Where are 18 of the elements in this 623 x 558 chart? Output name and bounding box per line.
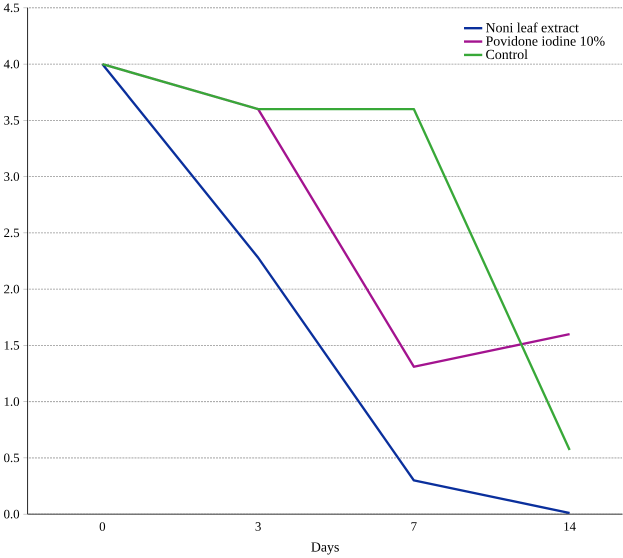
y-tick-label: 1.0 — [4, 397, 20, 406]
y-tick-label: 3.0 — [4, 172, 20, 181]
y-tick-label: 2.5 — [4, 228, 20, 238]
x-tick-label: 7 — [412, 522, 417, 531]
y-tick-label: 0.5 — [4, 453, 20, 462]
y-tick-label: 0.0 — [4, 510, 20, 518]
y-tick-label: 4.0 — [4, 60, 20, 68]
legend-label: Noni leaf extract — [486, 22, 579, 32]
legend-label: Control — [486, 49, 528, 60]
y-tick-label: 2.0 — [4, 284, 20, 294]
x-tick-label: 0 — [100, 522, 106, 531]
y-tick-label: 3.5 — [4, 116, 20, 125]
legend-label: Povidone iodine 10% — [486, 36, 605, 46]
x-tick-label: 3 — [256, 522, 261, 531]
y-tick-label: 1.5 — [4, 341, 20, 350]
y-tick-label: 4.5 — [4, 4, 20, 12]
x-axis-title: Days — [311, 542, 339, 554]
x-tick-label: 14 — [564, 522, 576, 531]
